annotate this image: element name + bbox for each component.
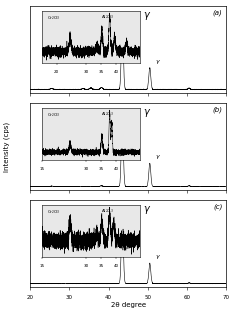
- Text: (b): (b): [213, 107, 222, 113]
- Text: $\gamma$: $\gamma$: [155, 153, 161, 161]
- Text: $\gamma$: $\gamma$: [155, 58, 161, 66]
- X-axis label: 2θ degree: 2θ degree: [111, 302, 146, 309]
- Text: Intensity (cps): Intensity (cps): [4, 122, 10, 172]
- Text: $\gamma$: $\gamma$: [143, 204, 151, 216]
- Text: $\gamma$: $\gamma$: [143, 107, 151, 119]
- Text: $\gamma$: $\gamma$: [143, 10, 151, 22]
- Text: (c): (c): [213, 204, 222, 210]
- Text: $\gamma$: $\gamma$: [155, 253, 161, 261]
- Text: (a): (a): [213, 10, 222, 16]
